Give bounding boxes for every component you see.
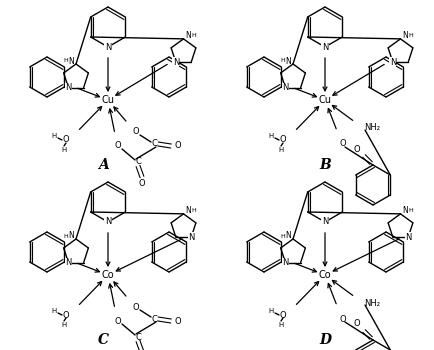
Text: H: H <box>268 133 273 139</box>
Text: N: N <box>322 217 328 226</box>
Text: H: H <box>64 58 69 63</box>
Text: O: O <box>354 320 360 329</box>
Text: N: N <box>390 58 396 67</box>
Text: H: H <box>191 208 196 214</box>
Text: H: H <box>51 133 56 139</box>
Text: N: N <box>405 233 411 242</box>
Text: O: O <box>279 135 286 145</box>
Text: H: H <box>278 147 284 153</box>
Text: O: O <box>115 141 122 150</box>
Text: NH₂: NH₂ <box>364 299 380 308</box>
Text: H: H <box>51 308 56 314</box>
Text: N: N <box>188 233 194 242</box>
Text: A: A <box>98 158 108 172</box>
Text: D: D <box>319 333 331 347</box>
Text: N: N <box>65 258 72 267</box>
Text: O: O <box>175 141 181 150</box>
Text: H: H <box>278 322 284 328</box>
Text: C: C <box>151 315 157 323</box>
Text: O: O <box>133 302 139 312</box>
Text: N: N <box>403 32 408 40</box>
Text: N: N <box>186 32 191 40</box>
Text: H: H <box>61 322 67 328</box>
Text: N: N <box>282 83 289 92</box>
Text: N: N <box>173 58 179 67</box>
Text: Co: Co <box>319 270 331 280</box>
Text: N: N <box>403 206 408 215</box>
Text: Co: Co <box>102 270 114 280</box>
Text: H: H <box>408 208 413 214</box>
Text: Cu: Cu <box>319 95 332 105</box>
Text: N: N <box>105 217 111 226</box>
Text: O: O <box>139 180 145 189</box>
Text: C: C <box>98 333 108 347</box>
Text: N: N <box>322 42 328 51</box>
Text: N: N <box>282 258 289 267</box>
Text: H: H <box>281 58 286 63</box>
Text: C: C <box>135 158 141 167</box>
Text: NH₂: NH₂ <box>364 124 380 133</box>
Text: O: O <box>133 127 139 136</box>
Text: N: N <box>105 42 111 51</box>
Text: O: O <box>115 316 122 326</box>
Text: O: O <box>340 315 346 323</box>
Text: H: H <box>191 33 196 38</box>
Text: H: H <box>64 233 69 238</box>
Text: H: H <box>268 308 273 314</box>
Text: N: N <box>68 56 74 65</box>
Text: B: B <box>319 158 331 172</box>
Text: H: H <box>408 33 413 38</box>
Text: H: H <box>61 147 67 153</box>
Text: O: O <box>279 310 286 320</box>
Text: O: O <box>340 140 346 148</box>
Text: C: C <box>151 140 157 148</box>
Text: C: C <box>135 332 141 342</box>
Text: N: N <box>186 206 191 215</box>
Text: Cu: Cu <box>102 95 115 105</box>
Text: O: O <box>62 310 69 320</box>
Text: O: O <box>175 316 181 326</box>
Text: N: N <box>65 83 72 92</box>
Text: N: N <box>68 231 74 240</box>
Text: O: O <box>354 145 360 154</box>
Text: N: N <box>285 231 291 240</box>
Text: O: O <box>62 135 69 145</box>
Text: H: H <box>281 233 286 238</box>
Text: N: N <box>285 56 291 65</box>
